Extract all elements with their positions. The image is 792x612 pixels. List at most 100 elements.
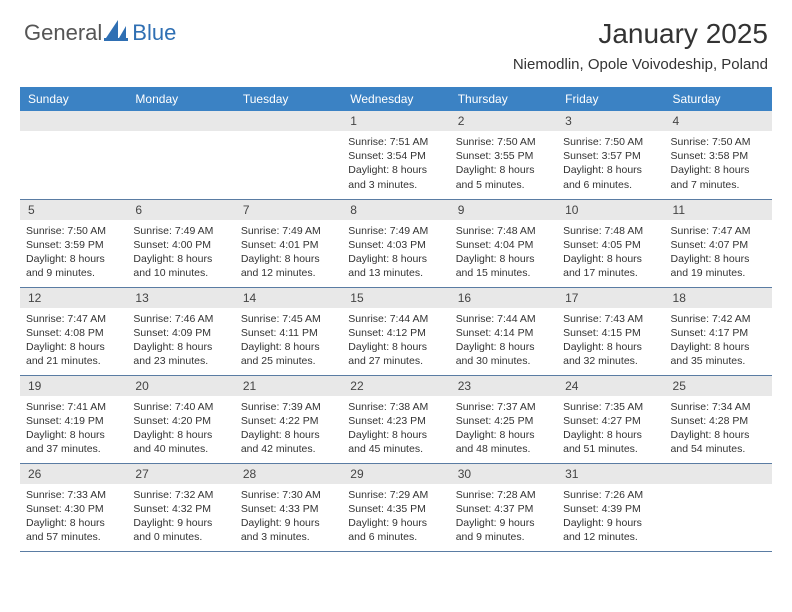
day-number: 25 — [665, 376, 772, 396]
calendar-cell: 6Sunrise: 7:49 AMSunset: 4:00 PMDaylight… — [127, 199, 234, 287]
daylight-line: Daylight: 8 hours and 25 minutes. — [241, 340, 336, 368]
daylight-line: Daylight: 8 hours and 27 minutes. — [348, 340, 443, 368]
daylight-line: Daylight: 9 hours and 0 minutes. — [133, 516, 228, 544]
sunrise-line: Sunrise: 7:33 AM — [26, 488, 121, 502]
location-text: Niemodlin, Opole Voivodeship, Poland — [513, 56, 768, 73]
daylight-line: Daylight: 8 hours and 13 minutes. — [348, 252, 443, 280]
calendar-cell: 21Sunrise: 7:39 AMSunset: 4:22 PMDayligh… — [235, 375, 342, 463]
daylight-line: Daylight: 8 hours and 12 minutes. — [241, 252, 336, 280]
day-body: Sunrise: 7:29 AMSunset: 4:35 PMDaylight:… — [342, 484, 449, 551]
daylight-line: Daylight: 8 hours and 23 minutes. — [133, 340, 228, 368]
daylight-line: Daylight: 8 hours and 32 minutes. — [563, 340, 658, 368]
calendar-cell: 9 Sunrise: 7:48 AMSunset: 4:04 PMDaylight… — [450, 199, 557, 287]
calendar-cell: 19Sunrise: 7:41 AMSunset: 4:19 PMDayligh… — [20, 375, 127, 463]
calendar-cell: 23Sunrise: 7:37 AMSunset: 4:25 PMDayligh… — [450, 375, 557, 463]
day-number: 1 — [342, 111, 449, 131]
calendar-cell: 5Sunrise: 7:50 AMSunset: 3:59 PMDaylight… — [20, 199, 127, 287]
daylight-line: Daylight: 8 hours and 15 minutes. — [456, 252, 551, 280]
sunrise-line: Sunrise: 7:39 AM — [241, 400, 336, 414]
brand-logo: General Blue — [24, 18, 176, 47]
calendar-cell: 26Sunrise: 7:33 AMSunset: 4:30 PMDayligh… — [20, 463, 127, 551]
day-body: Sunrise: 7:41 AMSunset: 4:19 PMDaylight:… — [20, 396, 127, 463]
day-body: Sunrise: 7:30 AMSunset: 4:33 PMDaylight:… — [235, 484, 342, 551]
day-number: 26 — [20, 464, 127, 484]
sunset-line: Sunset: 4:04 PM — [456, 238, 551, 252]
day-number: 17 — [557, 288, 664, 308]
daylight-line: Daylight: 8 hours and 30 minutes. — [456, 340, 551, 368]
day-number: 12 — [20, 288, 127, 308]
sunrise-line: Sunrise: 7:50 AM — [26, 224, 121, 238]
day-number: 31 — [557, 464, 664, 484]
sunrise-line: Sunrise: 7:28 AM — [456, 488, 551, 502]
calendar-head: SundayMondayTuesdayWednesdayThursdayFrid… — [20, 87, 772, 111]
sunset-line: Sunset: 3:58 PM — [671, 149, 766, 163]
day-number: 28 — [235, 464, 342, 484]
calendar-cell: 1Sunrise: 7:51 AMSunset: 3:54 PMDaylight… — [342, 111, 449, 199]
sunrise-line: Sunrise: 7:38 AM — [348, 400, 443, 414]
sunrise-line: Sunrise: 7:48 AM — [456, 224, 551, 238]
day-number: 30 — [450, 464, 557, 484]
daylight-line: Daylight: 8 hours and 5 minutes. — [456, 163, 551, 191]
title-block: January 2025 Niemodlin, Opole Voivodeshi… — [513, 18, 768, 73]
calendar-cell: 10Sunrise: 7:48 AMSunset: 4:05 PMDayligh… — [557, 199, 664, 287]
day-number: 29 — [342, 464, 449, 484]
month-title: January 2025 — [513, 18, 768, 50]
sunrise-line: Sunrise: 7:37 AM — [456, 400, 551, 414]
day-number — [20, 111, 127, 131]
calendar-week: 1Sunrise: 7:51 AMSunset: 3:54 PMDaylight… — [20, 111, 772, 199]
day-body: Sunrise: 7:46 AMSunset: 4:09 PMDaylight:… — [127, 308, 234, 375]
daylight-line: Daylight: 8 hours and 54 minutes. — [671, 428, 766, 456]
daylight-line: Daylight: 8 hours and 42 minutes. — [241, 428, 336, 456]
sunset-line: Sunset: 4:07 PM — [671, 238, 766, 252]
calendar-cell: 24Sunrise: 7:35 AMSunset: 4:27 PMDayligh… — [557, 375, 664, 463]
brand-word-1: General — [24, 20, 102, 46]
day-number: 4 — [665, 111, 772, 131]
day-number: 15 — [342, 288, 449, 308]
sunrise-line: Sunrise: 7:29 AM — [348, 488, 443, 502]
day-number: 20 — [127, 376, 234, 396]
sunrise-line: Sunrise: 7:41 AM — [26, 400, 121, 414]
day-body: Sunrise: 7:40 AMSunset: 4:20 PMDaylight:… — [127, 396, 234, 463]
calendar-week: 19Sunrise: 7:41 AMSunset: 4:19 PMDayligh… — [20, 375, 772, 463]
sunrise-line: Sunrise: 7:49 AM — [241, 224, 336, 238]
weekday-header: Friday — [557, 87, 664, 111]
calendar-cell: 30Sunrise: 7:28 AMSunset: 4:37 PMDayligh… — [450, 463, 557, 551]
daylight-line: Daylight: 8 hours and 48 minutes. — [456, 428, 551, 456]
day-body — [665, 484, 772, 534]
day-body: Sunrise: 7:35 AMSunset: 4:27 PMDaylight:… — [557, 396, 664, 463]
calendar-cell: 27Sunrise: 7:32 AMSunset: 4:32 PMDayligh… — [127, 463, 234, 551]
calendar-cell: 8Sunrise: 7:49 AMSunset: 4:03 PMDaylight… — [342, 199, 449, 287]
daylight-line: Daylight: 8 hours and 7 minutes. — [671, 163, 766, 191]
day-number: 9 — [450, 200, 557, 220]
page-header: General Blue January 2025 Niemodlin, Opo… — [0, 0, 792, 77]
calendar-cell: 13Sunrise: 7:46 AMSunset: 4:09 PMDayligh… — [127, 287, 234, 375]
daylight-line: Daylight: 8 hours and 45 minutes. — [348, 428, 443, 456]
day-body: Sunrise: 7:33 AMSunset: 4:30 PMDaylight:… — [20, 484, 127, 551]
daylight-line: Daylight: 8 hours and 9 minutes. — [26, 252, 121, 280]
sunset-line: Sunset: 4:05 PM — [563, 238, 658, 252]
day-body: Sunrise: 7:43 AMSunset: 4:15 PMDaylight:… — [557, 308, 664, 375]
sunrise-line: Sunrise: 7:44 AM — [348, 312, 443, 326]
weekday-header: Monday — [127, 87, 234, 111]
day-body: Sunrise: 7:26 AMSunset: 4:39 PMDaylight:… — [557, 484, 664, 551]
daylight-line: Daylight: 8 hours and 6 minutes. — [563, 163, 658, 191]
weekday-header: Wednesday — [342, 87, 449, 111]
day-body — [20, 131, 127, 181]
day-number: 18 — [665, 288, 772, 308]
daylight-line: Daylight: 8 hours and 21 minutes. — [26, 340, 121, 368]
day-number: 24 — [557, 376, 664, 396]
calendar-cell: 11Sunrise: 7:47 AMSunset: 4:07 PMDayligh… — [665, 199, 772, 287]
sunrise-line: Sunrise: 7:47 AM — [671, 224, 766, 238]
calendar-week: 5Sunrise: 7:50 AMSunset: 3:59 PMDaylight… — [20, 199, 772, 287]
sunrise-line: Sunrise: 7:49 AM — [133, 224, 228, 238]
calendar-week: 12Sunrise: 7:47 AMSunset: 4:08 PMDayligh… — [20, 287, 772, 375]
sunrise-line: Sunrise: 7:40 AM — [133, 400, 228, 414]
weekday-header: Saturday — [665, 87, 772, 111]
sunrise-line: Sunrise: 7:49 AM — [348, 224, 443, 238]
calendar-cell-empty — [235, 111, 342, 199]
day-number: 10 — [557, 200, 664, 220]
sunset-line: Sunset: 4:32 PM — [133, 502, 228, 516]
calendar-cell-empty — [20, 111, 127, 199]
daylight-line: Daylight: 8 hours and 35 minutes. — [671, 340, 766, 368]
daylight-line: Daylight: 8 hours and 3 minutes. — [348, 163, 443, 191]
